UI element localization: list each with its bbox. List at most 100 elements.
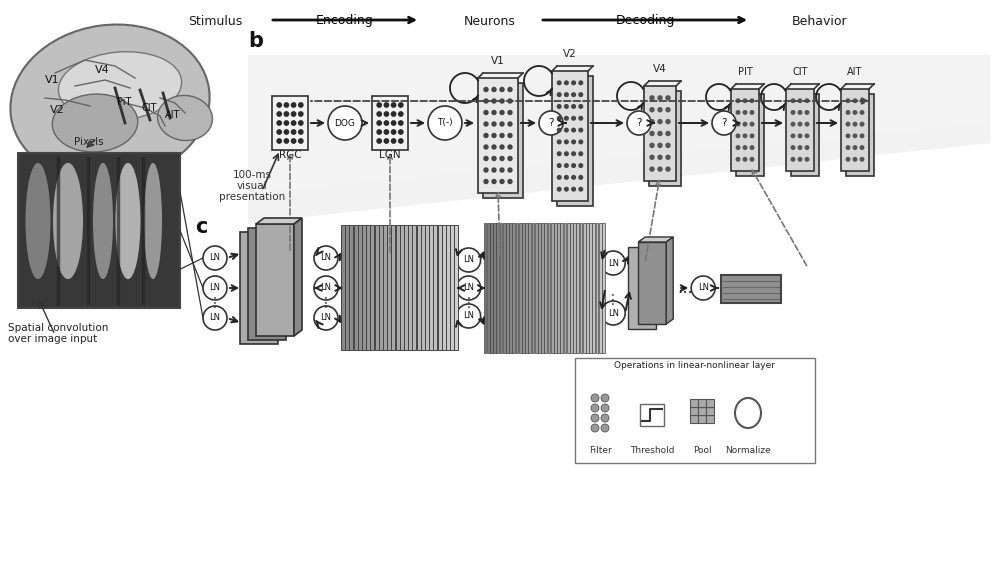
Circle shape (805, 111, 809, 114)
FancyBboxPatch shape (272, 96, 308, 150)
Circle shape (457, 248, 481, 272)
Circle shape (572, 81, 575, 84)
Circle shape (484, 145, 488, 149)
Circle shape (384, 112, 389, 116)
Circle shape (500, 99, 504, 103)
FancyBboxPatch shape (512, 223, 515, 353)
FancyBboxPatch shape (442, 225, 446, 350)
Text: DOG: DOG (335, 118, 355, 127)
Circle shape (492, 87, 496, 92)
Circle shape (557, 105, 561, 108)
Circle shape (284, 121, 289, 125)
Circle shape (666, 119, 670, 124)
Text: ⋮: ⋮ (208, 296, 222, 310)
Circle shape (557, 117, 561, 120)
Circle shape (798, 158, 802, 161)
Circle shape (203, 246, 227, 270)
Circle shape (500, 168, 504, 172)
Text: Filter: Filter (589, 446, 611, 455)
Text: ?: ? (636, 118, 642, 128)
Text: presentation: presentation (219, 192, 285, 202)
FancyBboxPatch shape (706, 399, 714, 407)
Circle shape (846, 111, 850, 114)
Circle shape (377, 112, 381, 116)
FancyBboxPatch shape (240, 232, 278, 344)
Circle shape (377, 121, 381, 125)
FancyBboxPatch shape (525, 223, 528, 353)
Circle shape (650, 155, 654, 159)
FancyBboxPatch shape (573, 223, 576, 353)
FancyBboxPatch shape (341, 225, 345, 350)
FancyBboxPatch shape (248, 228, 286, 340)
Circle shape (328, 106, 362, 140)
Circle shape (572, 187, 575, 191)
Circle shape (572, 105, 575, 108)
Circle shape (601, 404, 609, 412)
FancyBboxPatch shape (387, 225, 391, 350)
Circle shape (658, 108, 662, 111)
FancyBboxPatch shape (596, 223, 598, 353)
Circle shape (805, 158, 809, 161)
Circle shape (291, 130, 296, 134)
FancyBboxPatch shape (417, 225, 421, 350)
FancyBboxPatch shape (383, 225, 387, 350)
Circle shape (508, 133, 512, 137)
Circle shape (860, 134, 864, 137)
Circle shape (736, 99, 740, 102)
Circle shape (572, 128, 575, 132)
Circle shape (658, 96, 662, 100)
Text: PIT: PIT (738, 67, 752, 77)
Text: over image input: over image input (8, 334, 97, 344)
Circle shape (557, 128, 561, 132)
Text: AIT: AIT (847, 67, 863, 77)
Circle shape (492, 145, 496, 149)
Polygon shape (294, 218, 302, 336)
FancyBboxPatch shape (354, 225, 358, 350)
Circle shape (743, 146, 747, 149)
FancyBboxPatch shape (698, 399, 706, 407)
Circle shape (601, 424, 609, 432)
FancyBboxPatch shape (438, 225, 442, 350)
FancyBboxPatch shape (370, 225, 374, 350)
Circle shape (691, 276, 715, 300)
Circle shape (579, 140, 583, 144)
Circle shape (572, 140, 575, 144)
Circle shape (579, 105, 583, 108)
Circle shape (457, 304, 481, 328)
FancyBboxPatch shape (560, 223, 563, 353)
FancyBboxPatch shape (400, 225, 404, 350)
FancyBboxPatch shape (18, 153, 180, 308)
FancyBboxPatch shape (589, 223, 592, 353)
Circle shape (557, 93, 561, 96)
Circle shape (572, 164, 575, 167)
Circle shape (203, 276, 227, 300)
Circle shape (291, 103, 296, 107)
Circle shape (428, 106, 462, 140)
Circle shape (743, 158, 747, 161)
Circle shape (377, 130, 381, 134)
Text: LN: LN (210, 284, 220, 293)
FancyBboxPatch shape (528, 223, 531, 353)
Circle shape (384, 139, 389, 143)
FancyBboxPatch shape (484, 223, 486, 353)
FancyBboxPatch shape (487, 223, 490, 353)
Circle shape (565, 128, 568, 132)
Circle shape (798, 111, 802, 114)
Circle shape (508, 168, 512, 172)
Circle shape (565, 81, 568, 84)
Text: Decoding: Decoding (615, 14, 675, 27)
FancyBboxPatch shape (580, 223, 582, 353)
FancyBboxPatch shape (535, 223, 538, 353)
Circle shape (565, 93, 568, 96)
Text: ⋮: ⋮ (319, 296, 333, 310)
Circle shape (399, 103, 403, 107)
Circle shape (391, 103, 396, 107)
Circle shape (853, 134, 857, 137)
Circle shape (508, 157, 512, 160)
FancyBboxPatch shape (483, 83, 523, 198)
Circle shape (853, 158, 857, 161)
Circle shape (791, 134, 795, 137)
FancyBboxPatch shape (408, 225, 412, 350)
Circle shape (391, 112, 396, 116)
Circle shape (798, 99, 802, 102)
